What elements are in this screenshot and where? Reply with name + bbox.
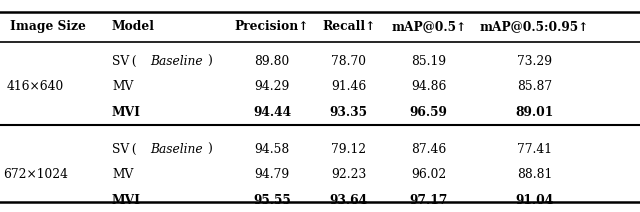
Text: 85.87: 85.87 bbox=[517, 80, 552, 93]
Text: 89.80: 89.80 bbox=[254, 55, 290, 68]
Text: 79.12: 79.12 bbox=[332, 143, 366, 156]
Text: 88.81: 88.81 bbox=[516, 168, 552, 181]
Text: Baseline: Baseline bbox=[150, 55, 203, 68]
Text: 91.46: 91.46 bbox=[331, 80, 367, 93]
Text: 89.01: 89.01 bbox=[515, 106, 554, 119]
Text: MV: MV bbox=[112, 80, 133, 93]
Text: mAP@0.5↑: mAP@0.5↑ bbox=[391, 20, 467, 33]
Text: 96.59: 96.59 bbox=[410, 106, 448, 119]
Text: 95.55: 95.55 bbox=[253, 194, 291, 207]
Text: 92.23: 92.23 bbox=[331, 168, 367, 181]
Text: mAP@0.5:0.95↑: mAP@0.5:0.95↑ bbox=[480, 20, 589, 33]
Text: MVI: MVI bbox=[112, 194, 141, 207]
Text: 91.04: 91.04 bbox=[515, 194, 554, 207]
Text: Precision↑: Precision↑ bbox=[235, 20, 309, 33]
Text: MVI: MVI bbox=[112, 106, 141, 119]
Text: 96.02: 96.02 bbox=[411, 168, 447, 181]
Text: ): ) bbox=[207, 55, 212, 68]
Text: MV: MV bbox=[112, 168, 133, 181]
Text: Baseline: Baseline bbox=[150, 143, 203, 156]
Text: Recall↑: Recall↑ bbox=[322, 20, 376, 33]
Text: 78.70: 78.70 bbox=[332, 55, 366, 68]
Text: 94.86: 94.86 bbox=[411, 80, 447, 93]
Text: 85.19: 85.19 bbox=[412, 55, 446, 68]
Text: 94.58: 94.58 bbox=[254, 143, 290, 156]
Text: 94.79: 94.79 bbox=[254, 168, 290, 181]
Text: 94.29: 94.29 bbox=[254, 80, 290, 93]
Text: 93.35: 93.35 bbox=[330, 106, 368, 119]
Text: 94.44: 94.44 bbox=[253, 106, 291, 119]
Text: 77.41: 77.41 bbox=[517, 143, 552, 156]
Text: ): ) bbox=[207, 143, 212, 156]
Text: 93.64: 93.64 bbox=[330, 194, 368, 207]
Text: 87.46: 87.46 bbox=[411, 143, 447, 156]
Text: 672×1024: 672×1024 bbox=[3, 168, 68, 181]
Text: SV (: SV ( bbox=[112, 143, 136, 156]
Text: 73.29: 73.29 bbox=[517, 55, 552, 68]
Text: Image Size: Image Size bbox=[10, 20, 86, 33]
Text: 97.17: 97.17 bbox=[410, 194, 448, 207]
Text: 416×640: 416×640 bbox=[6, 80, 64, 93]
Text: SV (: SV ( bbox=[112, 55, 136, 68]
Text: Model: Model bbox=[112, 20, 155, 33]
